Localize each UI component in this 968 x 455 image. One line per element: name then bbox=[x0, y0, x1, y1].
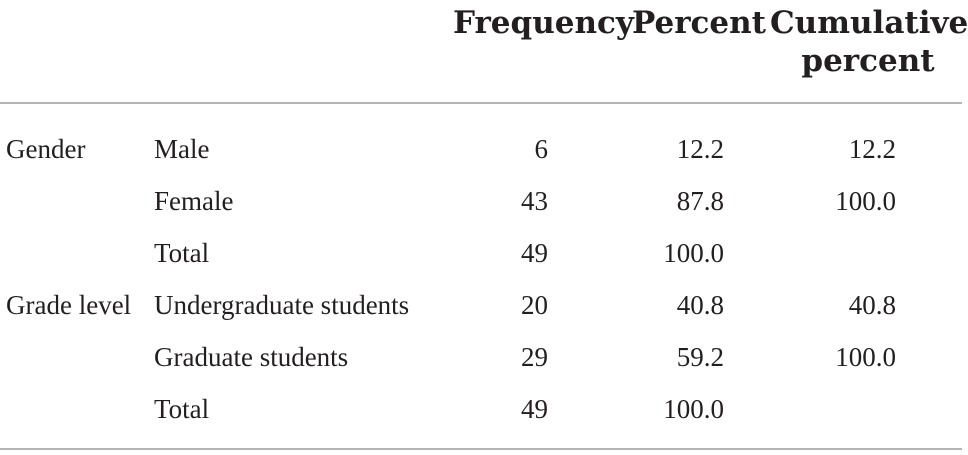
row-group-label: Gender bbox=[6, 134, 86, 164]
row-percent: 59.2 bbox=[676, 342, 724, 372]
header-frequency: Frequency bbox=[453, 5, 634, 41]
row-frequency: 49 bbox=[521, 238, 548, 268]
row-category-label: Undergraduate students bbox=[154, 290, 410, 320]
row-percent: 40.8 bbox=[676, 290, 724, 320]
row-cumulative-percent: 100.0 bbox=[835, 342, 896, 372]
table-bottom-rule bbox=[0, 448, 962, 450]
row-cumulative-percent: 12.2 bbox=[848, 134, 896, 164]
row-group-label: Grade level bbox=[6, 290, 132, 320]
row-category-label: Total bbox=[154, 394, 210, 424]
row-frequency: 6 bbox=[534, 134, 549, 164]
header-cumulative-line1: Cumulative bbox=[770, 5, 968, 41]
row-cumulative-percent: 100.0 bbox=[835, 186, 896, 216]
row-percent: 100.0 bbox=[663, 394, 724, 424]
row-percent: 87.8 bbox=[676, 186, 724, 216]
row-frequency: 49 bbox=[521, 394, 548, 424]
row-cumulative-percent: 40.8 bbox=[848, 290, 896, 320]
row-frequency: 29 bbox=[521, 342, 548, 372]
row-category-label: Graduate students bbox=[154, 342, 349, 372]
header-cumulative-percent: Cumulative percent bbox=[770, 4, 968, 80]
header-cumulative-line2: percent bbox=[801, 43, 935, 79]
header-percent: Percent bbox=[632, 5, 766, 41]
row-category-label: Total bbox=[154, 238, 210, 268]
row-category-label: Female bbox=[154, 186, 234, 216]
row-percent: 12.2 bbox=[676, 134, 724, 164]
row-category-label: Male bbox=[154, 134, 210, 164]
header-divider bbox=[0, 102, 962, 104]
row-percent: 100.0 bbox=[663, 238, 724, 268]
row-frequency: 43 bbox=[521, 186, 548, 216]
row-frequency: 20 bbox=[521, 290, 548, 320]
